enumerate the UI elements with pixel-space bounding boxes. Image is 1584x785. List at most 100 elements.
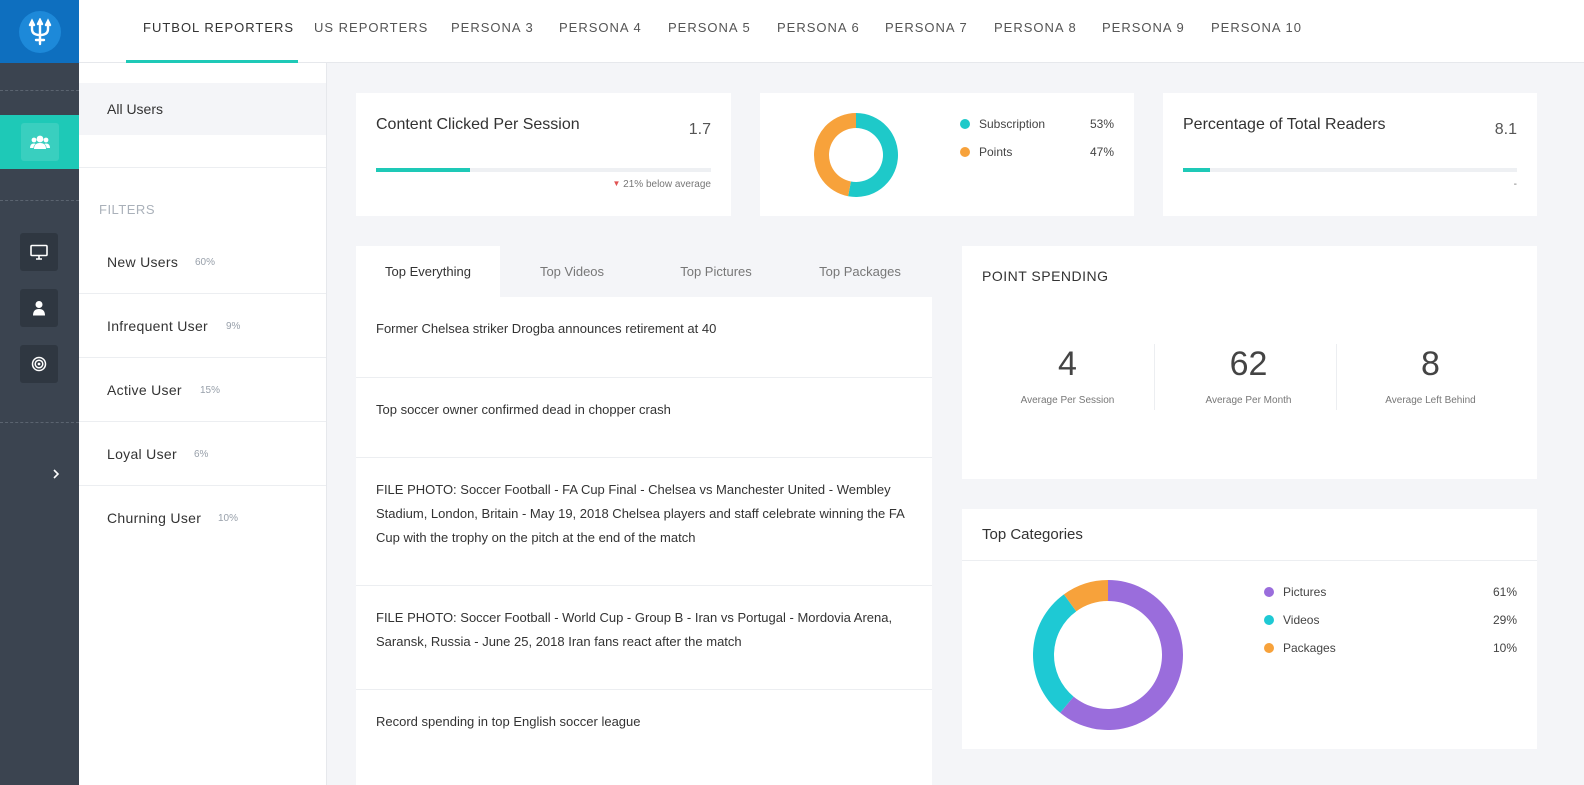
tab-top-pictures[interactable]: Top Pictures <box>680 264 752 279</box>
metric-value: 1.7 <box>688 121 711 138</box>
article-title: Former Chelsea striker Drogba announces … <box>376 321 717 336</box>
tab-futbol-reporters[interactable]: FUTBOL REPORTERS <box>143 20 295 35</box>
top-categories-card: Top Categories Pictures 61% Videos 29% P… <box>962 509 1537 749</box>
metric-progress-fill <box>376 168 470 172</box>
legend-points: Points <box>960 145 1012 159</box>
metric-progress-track <box>376 168 711 172</box>
rail-monitor-button[interactable] <box>20 233 58 271</box>
stat-value: 4 <box>1058 345 1077 383</box>
caret-down-icon: ▼ <box>612 179 621 188</box>
metric-title: Percentage of Total Readers <box>1183 116 1386 133</box>
tab-top-packages[interactable]: Top Packages <box>819 264 901 279</box>
filter-percent: 9% <box>226 321 241 332</box>
tab-persona-5[interactable]: PERSONA 5 <box>668 20 751 35</box>
tab-persona-3[interactable]: PERSONA 3 <box>451 20 534 35</box>
filter-active-user[interactable]: Active User 15% <box>79 358 326 422</box>
stat-label: Average Left Behind <box>1385 395 1476 406</box>
article-title: FILE PHOTO: Soccer Football - FA Cup Fin… <box>376 482 905 545</box>
article-item[interactable]: Top soccer owner confirmed dead in chopp… <box>356 378 932 458</box>
filter-sidebar: All Users FILTERS New Users 60% Infreque… <box>79 63 327 785</box>
legend-label: Videos <box>1283 613 1320 627</box>
tab-persona-9[interactable]: PERSONA 9 <box>1102 20 1185 35</box>
stat-label: Average Per Session <box>1020 395 1115 406</box>
tab-persona-6[interactable]: PERSONA 6 <box>777 20 860 35</box>
filter-percent: 60% <box>195 257 216 268</box>
legend-value: 47% <box>1089 145 1114 159</box>
legend-value: 53% <box>1089 117 1114 131</box>
legend-dot <box>960 119 970 129</box>
tab-top-videos[interactable]: Top Videos <box>539 264 605 279</box>
chevron-right-icon[interactable] <box>49 465 63 483</box>
rail-target-button[interactable] <box>20 345 58 383</box>
point-spending-title: POINT SPENDING <box>982 268 1109 284</box>
metric-progress-track <box>1183 168 1517 172</box>
stat-value: 62 <box>1229 345 1268 383</box>
content-clicked-card: Content Clicked Per Session 1.7 ▼ 21% be… <box>356 93 731 216</box>
rail-user-button[interactable] <box>20 289 58 327</box>
filter-label: Active User <box>107 382 182 398</box>
top-content-card: Top Everything Top Videos Top Pictures T… <box>356 246 932 785</box>
article-title: FILE PHOTO: Soccer Football - World Cup … <box>376 610 893 649</box>
metric-note: - <box>1513 179 1517 190</box>
filter-loyal-user[interactable]: Loyal User 6% <box>79 422 326 486</box>
tab-persona-8[interactable]: PERSONA 8 <box>994 20 1077 35</box>
filter-label: Infrequent User <box>107 318 208 334</box>
trident-logo-icon <box>18 10 61 53</box>
legend-label: Points <box>979 145 1013 159</box>
divider <box>79 167 326 168</box>
content-tabs: Top Everything Top Videos Top Pictures T… <box>356 246 932 297</box>
article-item[interactable]: FILE PHOTO: Soccer Football - FA Cup Fin… <box>356 458 932 586</box>
divider <box>962 560 1537 561</box>
legend-value: 10% <box>1492 641 1517 655</box>
tab-persona-10[interactable]: PERSONA 10 <box>1211 20 1302 35</box>
article-item[interactable]: FILE PHOTO: Soccer Football - World Cup … <box>356 586 932 690</box>
metric-title: Content Clicked Per Session <box>376 116 580 133</box>
legend-value: 61% <box>1492 585 1517 599</box>
legend-value: 29% <box>1492 613 1517 627</box>
stat-divider <box>1336 344 1337 410</box>
active-tab-indicator <box>126 60 298 63</box>
filter-label: Churning User <box>107 510 202 526</box>
rail-divider <box>0 200 79 201</box>
user-icon <box>33 301 45 316</box>
users-icon <box>20 123 59 161</box>
tab-top-everything[interactable]: Top Everything <box>356 246 500 297</box>
logo[interactable] <box>0 0 79 63</box>
filter-infrequent-user[interactable]: Infrequent User 9% <box>79 294 326 358</box>
slice-packages <box>1063 580 1108 612</box>
tab-us-reporters[interactable]: US REPORTERS <box>314 20 429 35</box>
subscription-donut <box>814 113 898 197</box>
stat-label: Average Per Month <box>1205 395 1292 406</box>
top-nav: FUTBOL REPORTERS US REPORTERS PERSONA 3 … <box>79 0 1584 63</box>
filter-percent: 15% <box>200 385 221 396</box>
stat-average-left-behind: 8 Average Left Behind <box>1340 344 1521 410</box>
rail-users-button[interactable] <box>0 115 79 169</box>
filters-heading: FILTERS <box>99 202 155 217</box>
filter-new-users[interactable]: New Users 60% <box>79 230 326 294</box>
filter-percent: 6% <box>194 449 209 460</box>
tab-persona-7[interactable]: PERSONA 7 <box>885 20 968 35</box>
all-users-item[interactable]: All Users <box>79 83 326 135</box>
target-icon <box>31 356 47 372</box>
filter-label: Loyal User <box>107 446 177 462</box>
metric-note-text: 21% below average <box>623 179 711 190</box>
article-title: Top soccer owner confirmed dead in chopp… <box>376 402 671 417</box>
filter-churning-user[interactable]: Churning User 10% <box>79 486 326 550</box>
tab-persona-4[interactable]: PERSONA 4 <box>559 20 642 35</box>
metric-note: ▼ 21% below average <box>612 179 711 190</box>
monitor-icon <box>30 244 48 260</box>
categories-donut <box>1033 580 1183 730</box>
legend-subscription: Subscription <box>960 117 1045 131</box>
legend-dot <box>1264 615 1274 625</box>
article-title: Record spending in top English soccer le… <box>376 714 641 729</box>
article-item[interactable]: Record spending in top English soccer le… <box>356 690 932 785</box>
legend-label: Pictures <box>1283 585 1327 599</box>
legend-dot <box>960 147 970 157</box>
left-rail <box>0 0 79 785</box>
article-item[interactable]: Former Chelsea striker Drogba announces … <box>356 297 932 378</box>
legend-pictures: Pictures <box>1264 585 1326 599</box>
slice-videos <box>1033 594 1077 713</box>
point-spending-card: POINT SPENDING 4 Average Per Session 62 … <box>962 246 1537 479</box>
stat-average-per-session: 4 Average Per Session <box>977 344 1158 410</box>
legend-dot <box>1264 643 1274 653</box>
